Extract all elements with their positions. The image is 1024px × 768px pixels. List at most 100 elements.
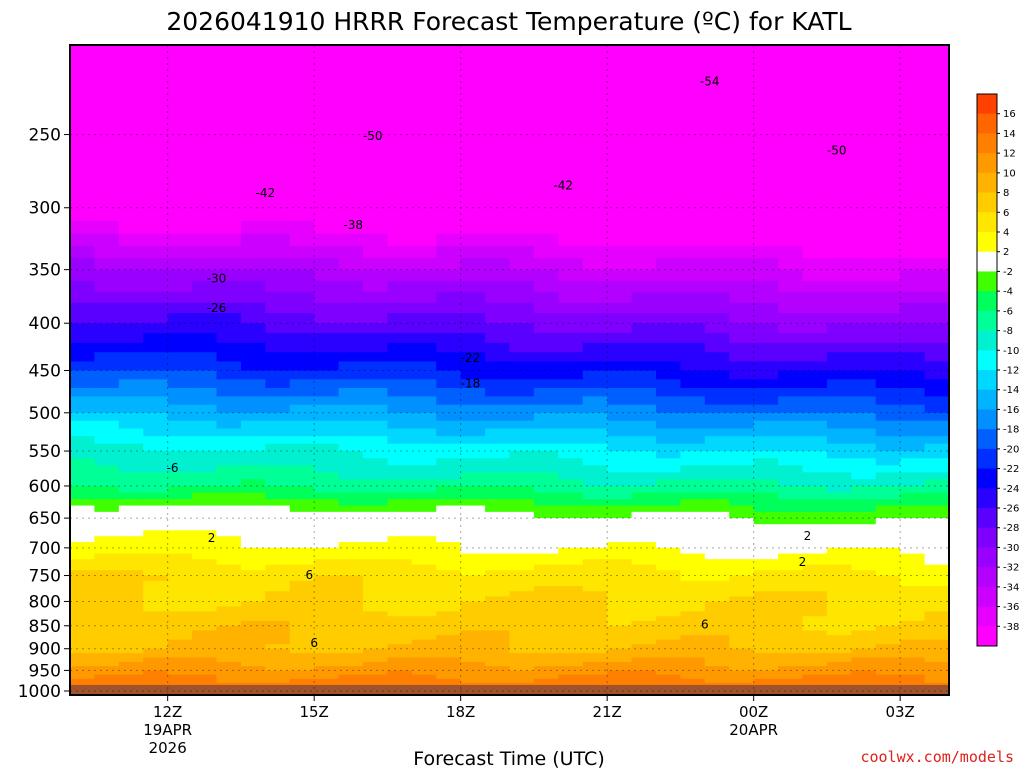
- temperature-cell: [582, 570, 608, 577]
- temperature-cell: [607, 352, 633, 363]
- temperature-cell: [558, 580, 584, 587]
- temperature-cell: [485, 630, 511, 636]
- temperature-cell: [118, 596, 144, 603]
- temperature-cell: [167, 630, 193, 636]
- temperature-cell: [314, 302, 340, 314]
- temperature-cell: [656, 591, 682, 597]
- temperature-cell: [533, 361, 559, 372]
- temperature-cell: [289, 644, 315, 650]
- temperature-cell: [460, 472, 486, 480]
- temperature-cell: [411, 479, 437, 487]
- temperature-cell: [192, 606, 218, 612]
- temperature-cell: [216, 586, 242, 592]
- temperature-cell: [607, 553, 633, 560]
- colorbar-label: -14: [1003, 385, 1019, 396]
- temperature-cell: [70, 291, 96, 304]
- temperature-cell: [533, 639, 559, 645]
- temperature-cell: [778, 83, 804, 102]
- temperature-cell: [167, 302, 193, 314]
- temperature-cell: [851, 616, 877, 622]
- temperature-cell: [778, 280, 804, 293]
- temperature-cell: [118, 674, 144, 680]
- temperature-cell: [192, 479, 218, 487]
- temperature-cell: [363, 269, 389, 282]
- temperature-cell: [192, 291, 218, 304]
- temperature-cell: [485, 625, 511, 632]
- temperature-cell: [802, 165, 828, 181]
- temperature-cell: [778, 180, 804, 195]
- temperature-cell: [924, 591, 949, 597]
- temperature-cell: [265, 333, 291, 344]
- colorbar-swatch: [977, 409, 997, 430]
- temperature-cell: [436, 342, 462, 353]
- temperature-cell: [900, 194, 926, 209]
- temperature-cell: [875, 412, 901, 422]
- temperature-cell: [900, 404, 926, 414]
- temperature-cell: [900, 559, 926, 566]
- temperature-cell: [143, 674, 169, 680]
- temperature-cell: [509, 524, 535, 531]
- temperature-cell: [851, 280, 877, 293]
- temperature-cell: [680, 302, 706, 314]
- temperature-cell: [314, 220, 340, 235]
- temperature-cell: [802, 492, 828, 500]
- temperature-cell: [778, 580, 804, 587]
- temperature-cell: [558, 674, 584, 680]
- temperature-cell: [70, 644, 96, 650]
- temperature-cell: [143, 194, 169, 209]
- temperature-cell: [851, 412, 877, 422]
- temperature-cell: [582, 479, 608, 487]
- temperature-cell: [656, 670, 682, 676]
- temperature-cell: [94, 370, 120, 380]
- temperature-cell: [631, 661, 657, 667]
- temperature-cell: [558, 150, 584, 167]
- temperature-cell: [509, 518, 535, 525]
- temperature-cell: [826, 246, 852, 259]
- temperature-cell: [704, 428, 730, 437]
- temperature-cell: [851, 269, 877, 282]
- temperature-cell: [240, 611, 266, 617]
- temperature-cell: [924, 553, 949, 560]
- colorbar-swatch: [977, 547, 997, 568]
- temperature-cell: [656, 313, 682, 324]
- temperature-cell: [753, 220, 779, 235]
- temperature-cell: [143, 530, 169, 537]
- temperature-cell: [436, 542, 462, 549]
- temperature-cell: [558, 596, 584, 603]
- temperature-cell: [265, 45, 291, 66]
- temperature-cell: [900, 246, 926, 259]
- temperature-cell: [289, 596, 315, 603]
- temperature-cell: [680, 518, 706, 525]
- temperature-cell: [436, 559, 462, 566]
- temperature-cell: [216, 451, 242, 459]
- temperature-cell: [216, 570, 242, 577]
- temperature-cell: [607, 670, 633, 676]
- temperature-cell: [802, 134, 828, 151]
- temperature-cell: [118, 518, 144, 525]
- temperature-cell: [485, 575, 511, 582]
- temperature-cell: [802, 101, 828, 119]
- temperature-cell: [631, 404, 657, 414]
- temperature-cell: [411, 313, 437, 324]
- temperature-cell: [240, 635, 266, 641]
- temperature-cell: [436, 606, 462, 612]
- temperature-cell: [338, 553, 364, 560]
- temperature-cell: [582, 635, 608, 641]
- temperature-cell: [485, 542, 511, 549]
- temperature-cell: [240, 207, 266, 222]
- temperature-cell: [680, 547, 706, 555]
- temperature-cell: [192, 150, 218, 167]
- temperature-cell: [363, 591, 389, 597]
- temperature-cell: [607, 564, 633, 571]
- temperature-cell: [558, 591, 584, 597]
- temperature-cell: [753, 323, 779, 334]
- temperature-cell: [338, 118, 364, 136]
- temperature-cell: [704, 661, 730, 667]
- temperature-cell: [509, 333, 535, 344]
- temperature-cell: [509, 207, 535, 222]
- temperature-cell: [753, 553, 779, 560]
- credit-link[interactable]: coolwx.com/models: [860, 748, 1014, 766]
- temperature-cell: [533, 511, 559, 519]
- temperature-cell: [314, 134, 340, 151]
- temperature-cell: [875, 150, 901, 167]
